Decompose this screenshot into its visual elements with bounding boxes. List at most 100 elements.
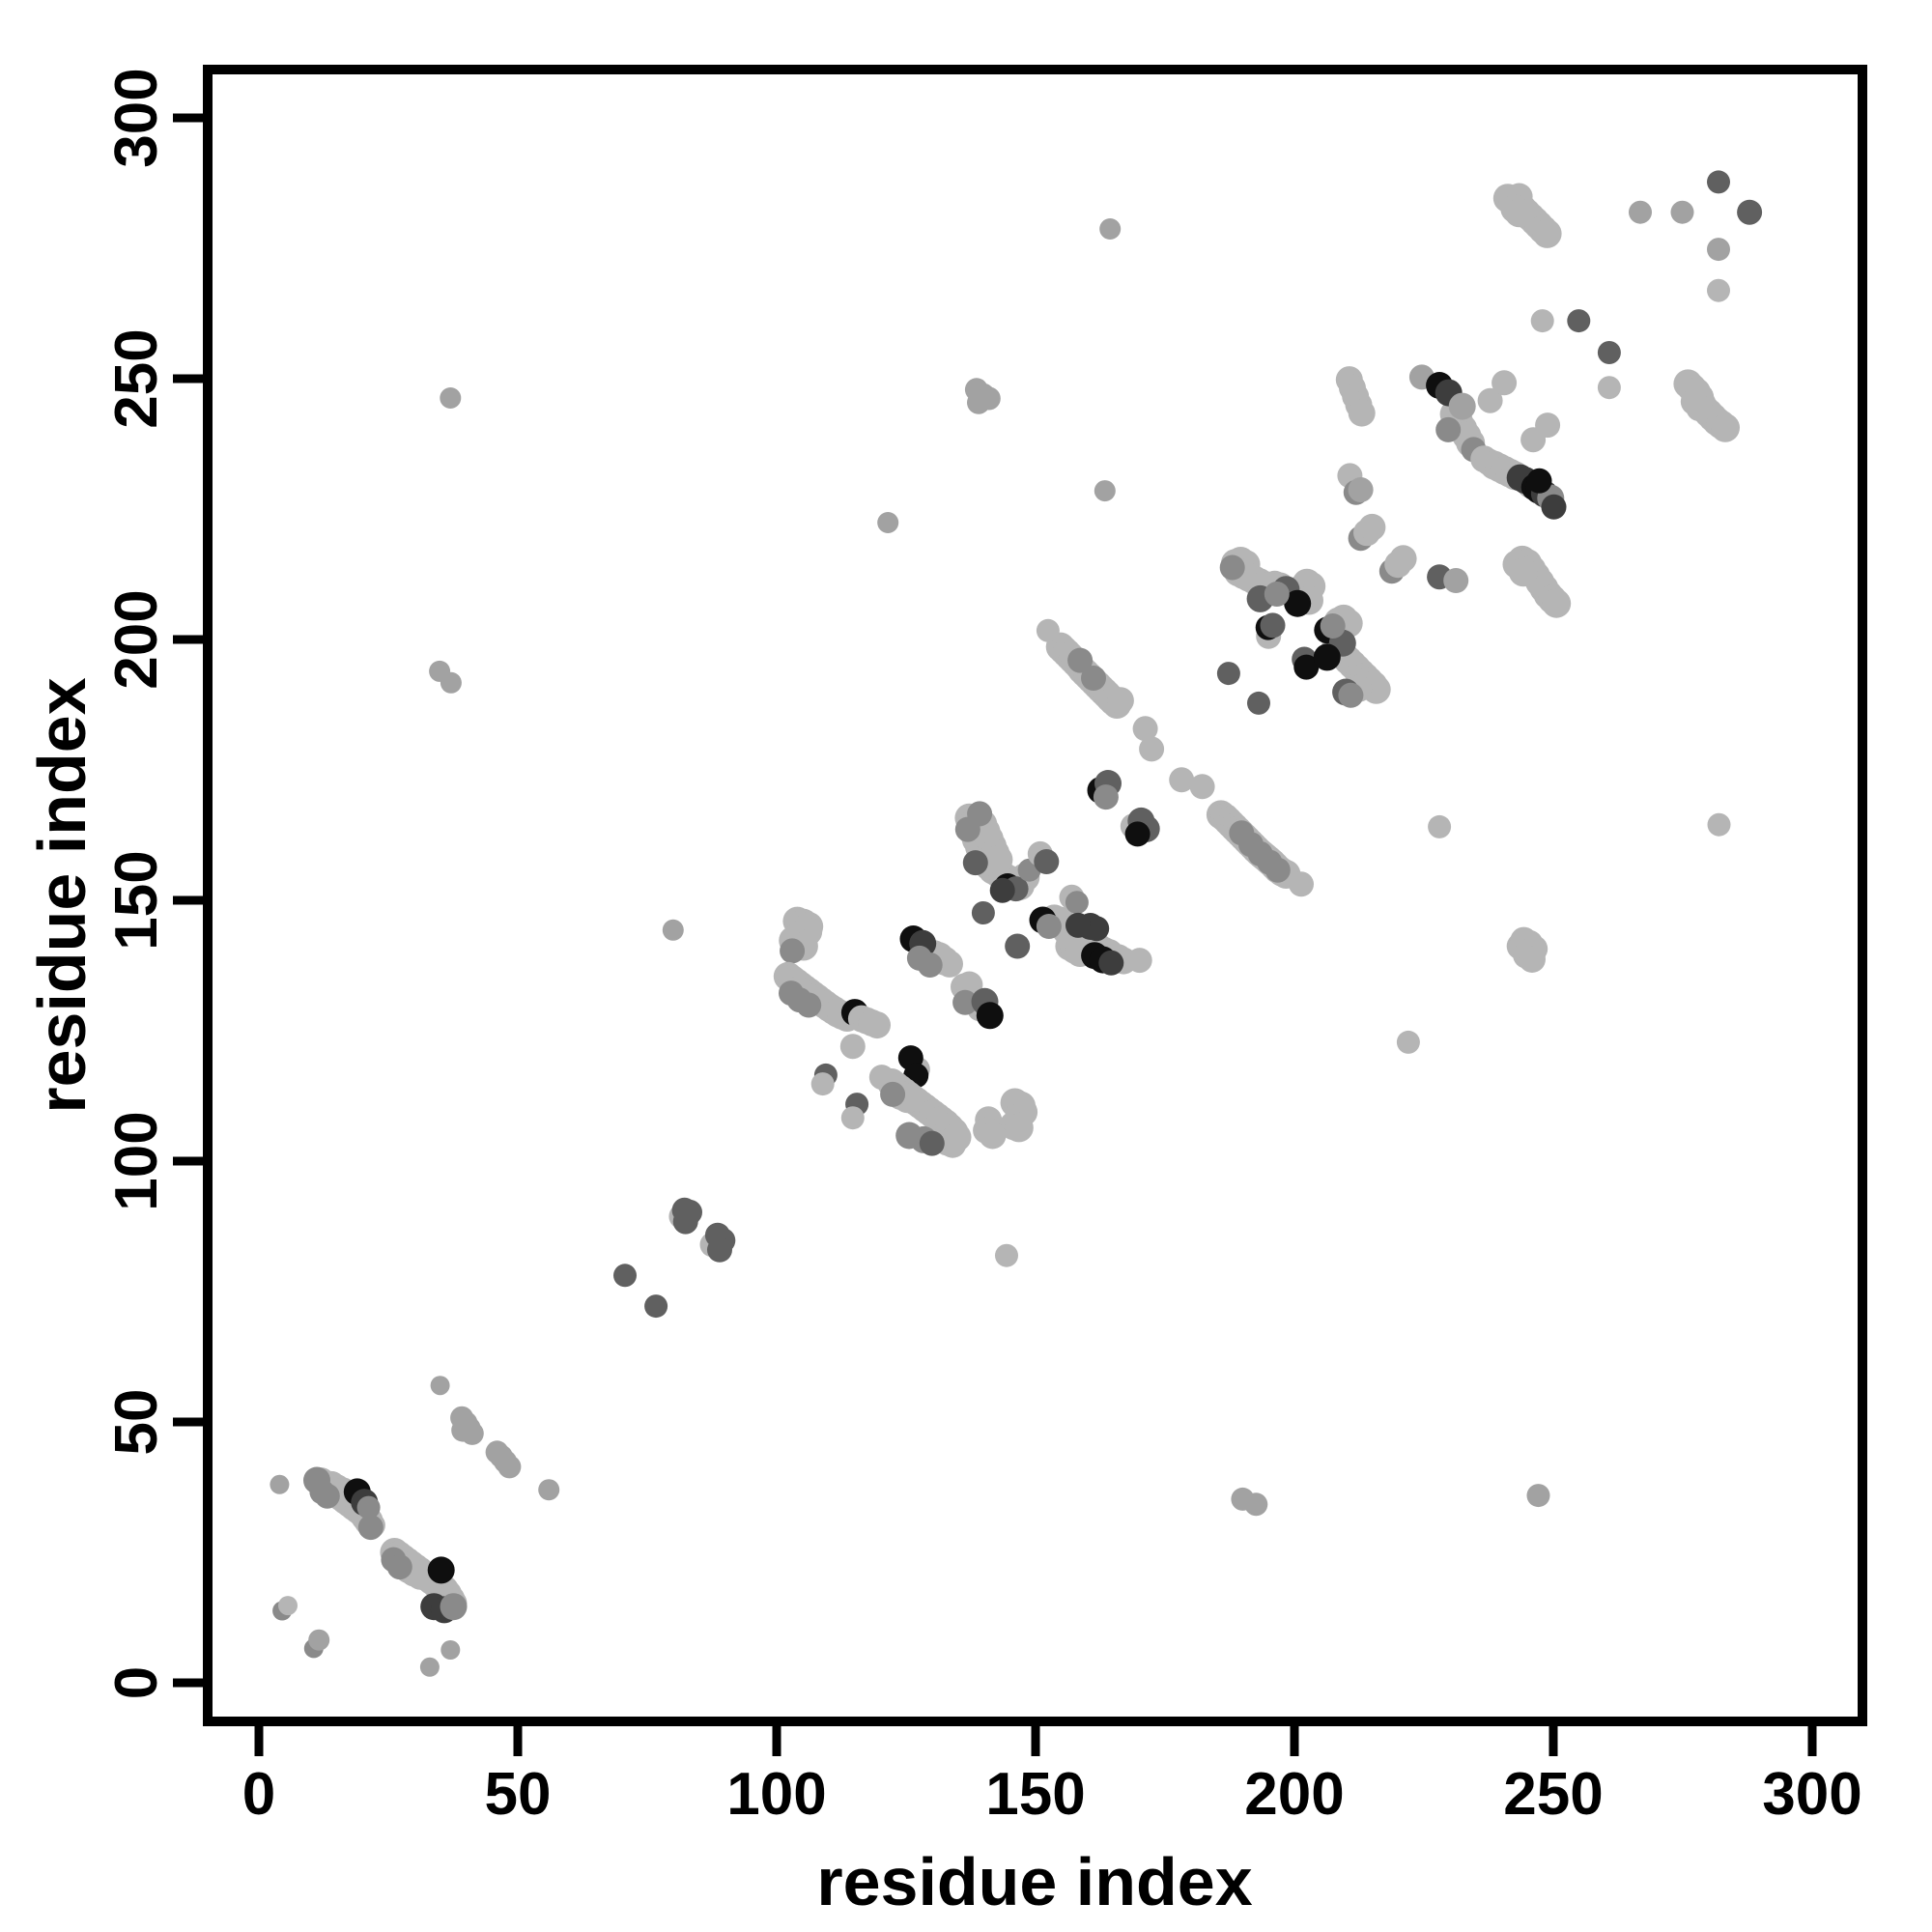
data-point — [1004, 1113, 1034, 1143]
data-point — [1567, 309, 1591, 333]
data-point — [995, 1243, 1018, 1267]
data-point — [386, 1554, 412, 1580]
data-point — [1081, 666, 1106, 691]
x-tick-labels: 0 50 100 150 200 250 300 — [242, 1761, 1862, 1828]
y-tick-label: 300 — [103, 68, 170, 167]
data-point — [1670, 200, 1694, 224]
data-point — [1260, 612, 1286, 639]
y-tick-label: 0 — [103, 1666, 170, 1699]
x-tick-label: 100 — [726, 1761, 826, 1828]
data-point — [1358, 513, 1386, 541]
plot-border — [203, 65, 1867, 1726]
data-point — [1106, 687, 1134, 715]
data-point — [1737, 199, 1763, 225]
data-point — [1348, 399, 1376, 427]
x-tick-label: 50 — [485, 1761, 552, 1828]
data-point — [672, 1208, 698, 1235]
data-point — [839, 1034, 866, 1060]
data-point — [357, 1515, 384, 1541]
data-point — [356, 1495, 381, 1520]
data-point — [864, 1011, 891, 1039]
data-point — [707, 1236, 732, 1263]
data-point — [419, 1657, 440, 1677]
x-tick-label: 250 — [1503, 1761, 1603, 1828]
data-point — [1093, 784, 1119, 810]
data-point — [1098, 950, 1124, 976]
data-point — [308, 1629, 330, 1651]
data-point — [1448, 392, 1476, 420]
data-point — [497, 1455, 522, 1479]
data-point — [1707, 238, 1730, 262]
y-tick-label: 200 — [103, 589, 170, 689]
data-point — [1686, 394, 1714, 422]
data-point — [983, 844, 1013, 874]
data-point — [1428, 814, 1452, 838]
data-point — [1338, 682, 1364, 708]
y-tick-label: 50 — [103, 1389, 170, 1456]
data-point — [1313, 643, 1341, 671]
data-point — [962, 850, 988, 876]
data-point — [1435, 416, 1462, 442]
x-tick-label: 150 — [985, 1761, 1085, 1828]
data-point — [1094, 480, 1116, 502]
data-point — [1036, 914, 1062, 939]
data-point — [1216, 662, 1240, 686]
data-point — [1124, 821, 1151, 847]
y-axis-title: residue index — [24, 677, 99, 1113]
data-point — [976, 1002, 1004, 1030]
data-point — [952, 989, 979, 1015]
data-point — [1597, 341, 1621, 364]
data-point — [1526, 1484, 1550, 1508]
data-point — [967, 801, 993, 827]
data-point — [538, 1479, 560, 1501]
data-point — [796, 992, 822, 1018]
y-tick-labels: 0 50 100 150 200 250 300 — [103, 68, 170, 1699]
data-point — [1264, 857, 1291, 883]
data-point — [939, 1130, 967, 1158]
data-point — [1132, 716, 1158, 742]
data-point — [780, 938, 806, 964]
data-point — [406, 1560, 436, 1590]
x-tick-label: 300 — [1762, 1761, 1861, 1828]
data-point — [1542, 588, 1572, 618]
data-point — [427, 1556, 455, 1584]
data-point — [1005, 933, 1031, 959]
data-point — [1034, 849, 1060, 874]
data-point — [1264, 582, 1290, 607]
data-point — [840, 1106, 865, 1130]
y-tick-label: 150 — [103, 850, 170, 950]
data-point — [270, 1474, 290, 1494]
data-point — [1247, 691, 1270, 715]
data-point — [1293, 654, 1320, 680]
data-point — [1530, 309, 1554, 333]
data-point — [1189, 774, 1215, 800]
x-tick-label: 200 — [1244, 1761, 1344, 1828]
data-point — [1036, 618, 1060, 642]
data-point — [1219, 554, 1245, 581]
data-point — [1508, 557, 1538, 587]
data-point — [1629, 200, 1652, 224]
x-axis-title: residue index — [816, 1844, 1252, 1919]
data-point — [919, 1130, 945, 1156]
data-point — [1169, 767, 1195, 793]
data-point — [613, 1264, 637, 1288]
data-point — [1504, 198, 1534, 228]
data-points — [270, 170, 1763, 1677]
data-point — [1284, 589, 1312, 617]
data-point — [644, 1294, 668, 1319]
data-point — [1126, 948, 1152, 974]
data-point — [1535, 412, 1561, 439]
data-point — [880, 1081, 906, 1107]
data-point — [1519, 946, 1546, 973]
y-tick-label: 250 — [103, 328, 170, 428]
data-point — [430, 1376, 450, 1396]
data-point — [1597, 376, 1621, 400]
data-point — [1139, 736, 1165, 762]
data-point — [1707, 170, 1730, 194]
data-point — [278, 1596, 298, 1616]
data-point — [1541, 494, 1567, 520]
data-point — [1396, 1030, 1420, 1054]
data-point — [1532, 218, 1562, 248]
data-point — [989, 877, 1015, 903]
data-point — [440, 1593, 468, 1621]
